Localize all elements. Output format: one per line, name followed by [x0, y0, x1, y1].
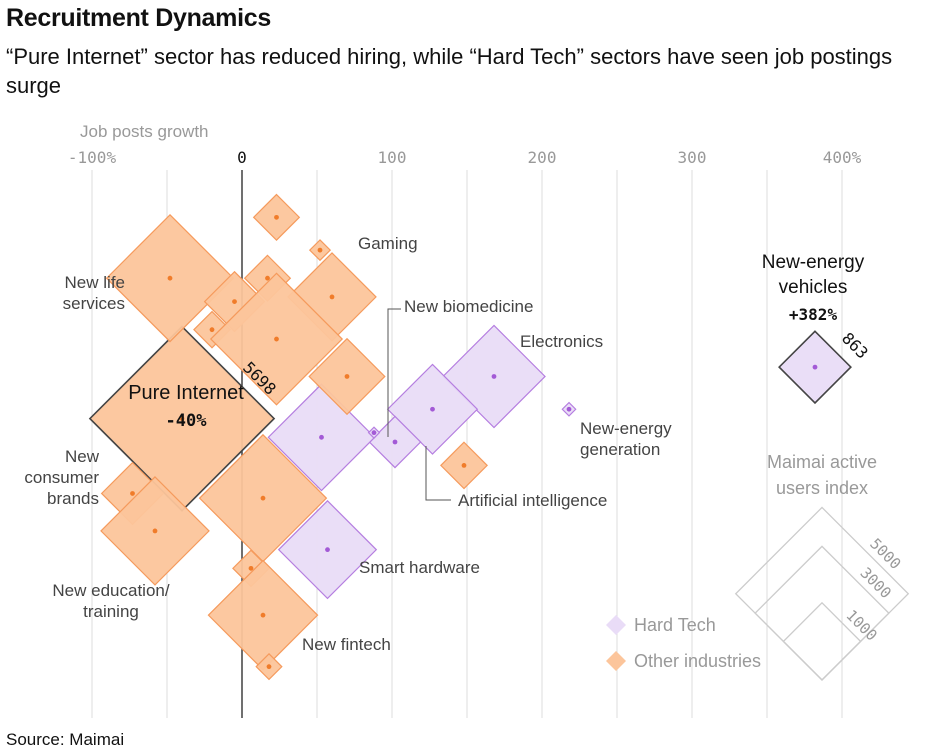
point-dot-unlabeled-11 [260, 495, 266, 501]
nev-size-label: 863 [838, 329, 872, 363]
point-dot-new-biomedicine [392, 439, 398, 445]
legend-label-other: Other industries [634, 651, 761, 671]
nev-label-line2: vehicles [779, 277, 848, 298]
label-gaming: Gaming [358, 234, 418, 253]
nev-value: +382% [789, 305, 838, 324]
point-dot-unlabeled-7 [209, 327, 215, 333]
point-dot-unlabeled-7 [371, 430, 377, 436]
point-dot-new-energy-generation [566, 406, 572, 412]
point-dot-gaming [329, 294, 335, 300]
point-dot-unlabeled-1 [274, 214, 279, 220]
point-dot-unlabeled-2 [317, 247, 323, 253]
label-new-energy-generation-2: generation [580, 440, 660, 459]
size-legend-title-2: users index [776, 478, 868, 498]
label-new-biomedicine: New biomedicine [404, 297, 533, 316]
point-dot-pure-internet [179, 416, 185, 421]
nev-label-line1: New-energy [762, 252, 865, 273]
pure-internet-label: Pure Internet [128, 382, 244, 404]
point-dot-unlabeled-4 [265, 275, 270, 281]
point-dot-unlabeled-9 [344, 374, 350, 379]
point-dot-unlabeled-5 [319, 434, 324, 440]
label-new-life-services-2: services [63, 294, 125, 313]
label-new-education-2: training [83, 602, 139, 621]
pure-internet-value: -40% [166, 411, 208, 431]
legend: Hard Tech Other industries [606, 615, 761, 671]
point-dot-new-consumer-brands [130, 491, 135, 496]
point-dot-unlabeled-16 [266, 664, 272, 670]
tick-label: 300 [678, 148, 707, 167]
legend-swatch-other [606, 651, 626, 671]
point-dot-smart-hardware [325, 547, 330, 553]
legend-swatch-hard [606, 615, 626, 635]
point-dot-new-education-training [152, 528, 158, 534]
tick-label: 100 [378, 148, 407, 167]
tick-label: 0 [237, 148, 247, 167]
legend-label-hard: Hard Tech [634, 615, 716, 635]
tick-label: -100% [68, 148, 117, 167]
label-smart-hardware: Smart hardware [359, 558, 480, 577]
label-new-consumer-brands-1: New [65, 447, 100, 466]
diamond-marks [88, 193, 852, 681]
point-dot-new-life-services [167, 275, 173, 281]
size-legend-diamond-1000 [782, 601, 862, 681]
label-new-fintech: New fintech [302, 635, 391, 654]
size-legend-value-1000: 1000 [842, 606, 880, 644]
size-legend-title-1: Maimai active [767, 452, 877, 472]
label-electronics: Electronics [520, 332, 603, 351]
point-dot-electronics [491, 374, 497, 379]
tick-label: 400% [823, 148, 862, 167]
point-dot-new-fintech [260, 612, 266, 618]
leader-artificial-intelligence [425, 446, 451, 501]
label-new-education-1: New education/ [52, 581, 169, 600]
label-new-consumer-brands-3: brands [47, 489, 99, 508]
point-dot-artificial-intelligence [430, 406, 435, 412]
point-dot-unlabeled-8 [274, 336, 279, 342]
label-new-consumer-brands-2: consumer [24, 468, 99, 487]
label-new-energy-generation-1: New-energy [580, 419, 672, 438]
point-dot-new-energy-vehicles [812, 364, 818, 370]
point-dot-unlabeled-6 [232, 299, 237, 304]
tick-label: 200 [528, 148, 557, 167]
source-note: Source: Maimai [6, 730, 125, 749]
chart-title: Recruitment Dynamics [6, 4, 271, 32]
label-new-life-services-1: New life [65, 273, 125, 292]
x-axis-title: Job posts growth [80, 122, 209, 141]
point-dot-unlabeled-14 [248, 565, 254, 571]
point-dot-unlabeled-10 [461, 463, 467, 468]
chart-subtitle: “Pure Internet” sector has reduced hirin… [6, 44, 893, 98]
label-artificial-intelligence: Artificial intelligence [458, 491, 607, 510]
leader-new-biomedicine [387, 308, 401, 437]
